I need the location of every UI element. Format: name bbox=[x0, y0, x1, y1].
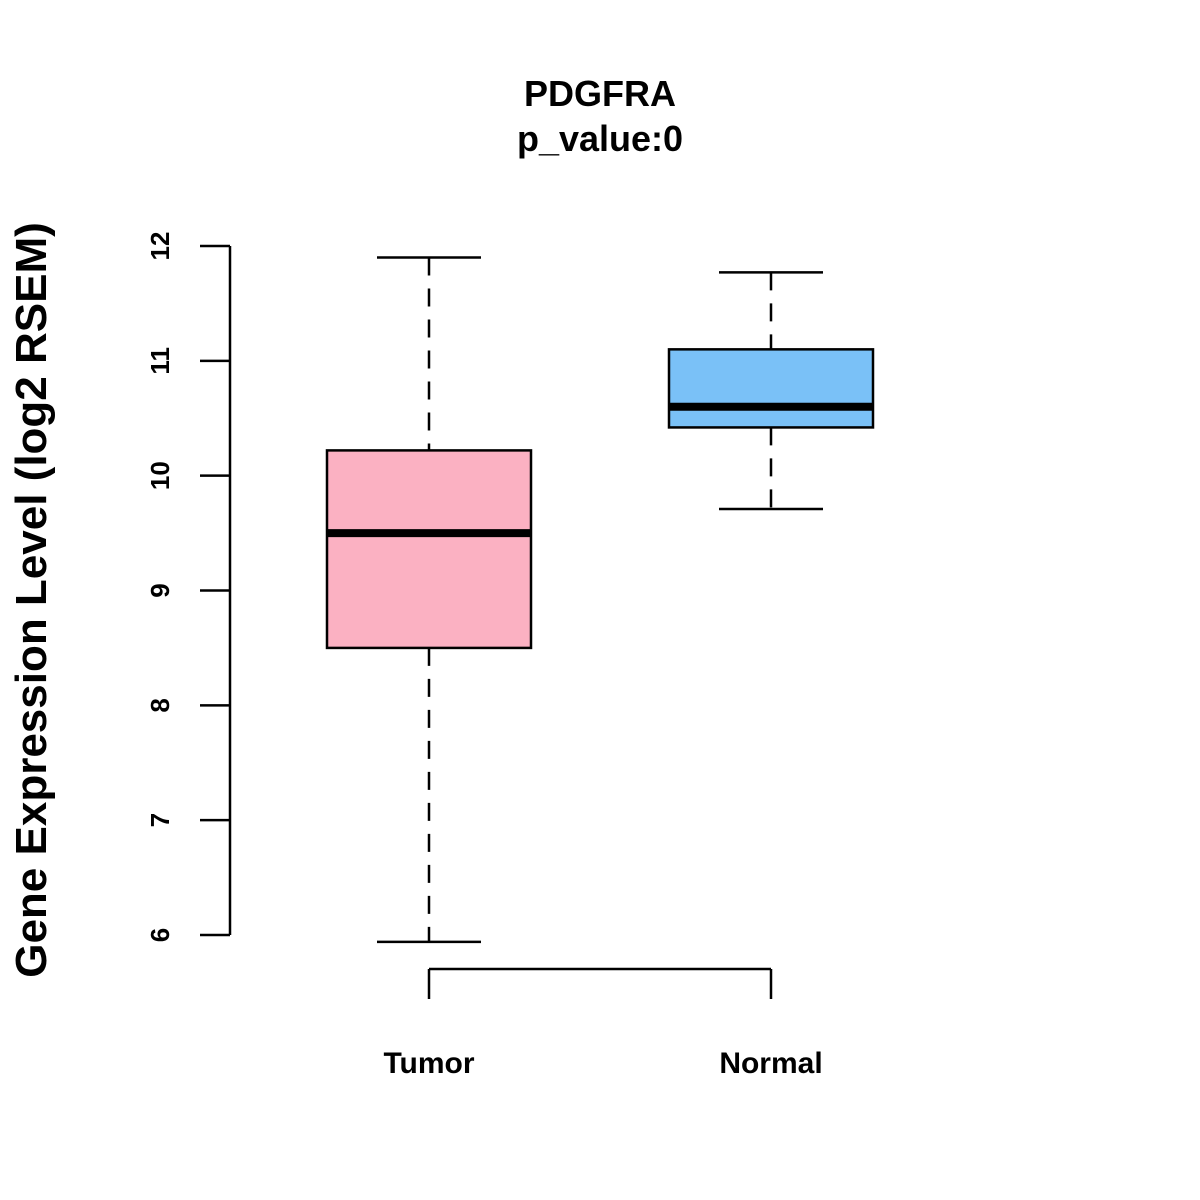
y-tick-label: 9 bbox=[145, 583, 175, 597]
box-tumor bbox=[325, 256, 533, 944]
box-normal bbox=[667, 271, 875, 511]
y-tick-label: 8 bbox=[145, 698, 175, 712]
box-group bbox=[325, 256, 875, 944]
y-axis: 6 7 8 9 10 11 12 bbox=[145, 232, 232, 942]
iqr-box bbox=[667, 348, 875, 429]
y-tick-label: 10 bbox=[145, 461, 175, 490]
chart-title: PDGFRA bbox=[524, 73, 676, 114]
x-tick-label: Tumor bbox=[383, 1047, 474, 1080]
x-axis: Tumor Normal bbox=[383, 967, 823, 1080]
chart-subtitle: p_value:0 bbox=[517, 118, 683, 159]
y-tick-label: 6 bbox=[145, 928, 175, 942]
iqr-box bbox=[325, 449, 533, 650]
y-tick-label: 12 bbox=[145, 232, 175, 261]
y-tick-label: 7 bbox=[145, 813, 175, 827]
y-axis-label: Gene Expression Level (log2 RSEM) bbox=[7, 222, 56, 978]
y-tick-label: 11 bbox=[145, 347, 175, 375]
x-tick-label: Normal bbox=[719, 1047, 822, 1080]
